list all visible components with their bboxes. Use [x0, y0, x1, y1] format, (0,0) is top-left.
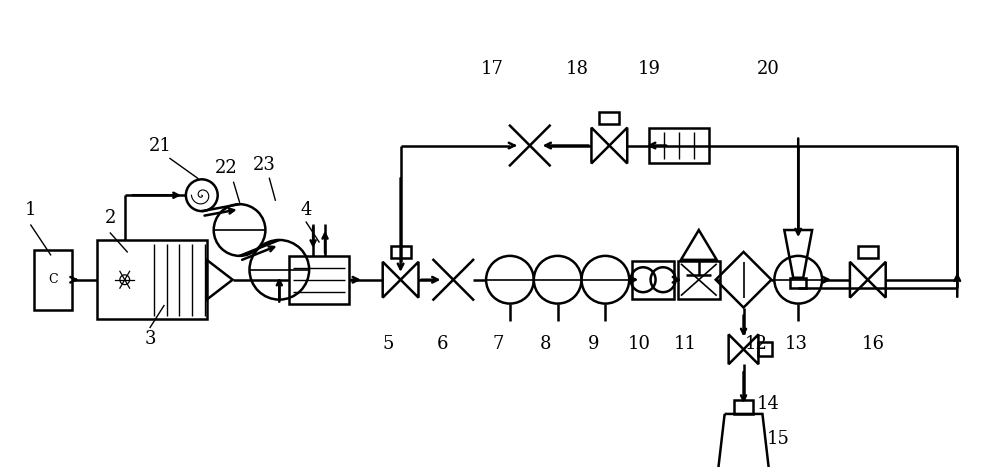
- Text: 16: 16: [861, 336, 884, 353]
- Text: 21: 21: [149, 137, 171, 154]
- Bar: [858, 246, 878, 258]
- Text: 20: 20: [757, 60, 780, 78]
- Text: C: C: [48, 273, 57, 286]
- Bar: [599, 112, 619, 124]
- Text: 22: 22: [215, 160, 238, 177]
- Text: 12: 12: [745, 336, 768, 353]
- Text: 5: 5: [383, 336, 394, 353]
- Text: 4: 4: [300, 201, 312, 219]
- Text: 14: 14: [757, 395, 780, 413]
- Text: 15: 15: [767, 430, 790, 448]
- Text: 23: 23: [253, 156, 276, 175]
- Text: 18: 18: [566, 60, 589, 78]
- Text: 8: 8: [540, 336, 551, 353]
- Text: 1: 1: [25, 201, 37, 219]
- Bar: [97, 240, 207, 320]
- Text: 2: 2: [105, 209, 116, 227]
- Text: 7: 7: [492, 336, 504, 353]
- Text: 3: 3: [144, 330, 156, 348]
- Text: 13: 13: [785, 336, 808, 353]
- Bar: [678, 261, 720, 299]
- Bar: [649, 128, 709, 163]
- Bar: [34, 250, 72, 309]
- Text: 10: 10: [628, 336, 651, 353]
- Text: 9: 9: [588, 336, 599, 353]
- Bar: [734, 400, 753, 414]
- Text: 11: 11: [673, 336, 696, 353]
- Bar: [790, 278, 806, 288]
- Bar: [632, 261, 674, 299]
- Bar: [289, 256, 349, 304]
- Bar: [391, 246, 411, 258]
- Text: 6: 6: [437, 336, 448, 353]
- Bar: [758, 343, 772, 356]
- Text: 19: 19: [638, 60, 661, 78]
- Text: 17: 17: [481, 60, 503, 78]
